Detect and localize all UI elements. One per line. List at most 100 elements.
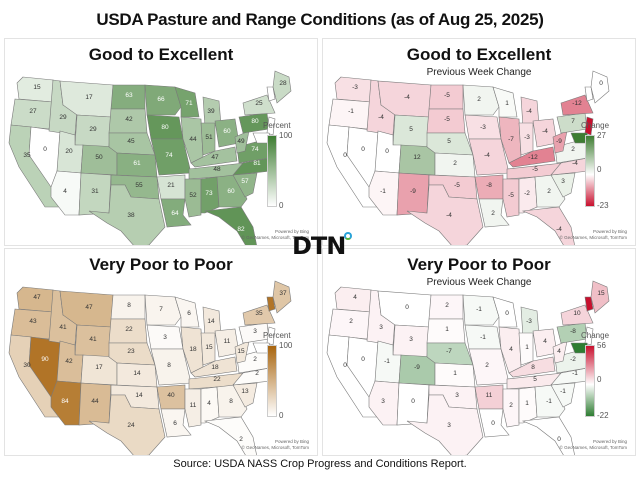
state-label-la: 2	[491, 210, 495, 217]
state-mn	[144, 294, 182, 326]
state-label-nv: 0	[361, 146, 365, 153]
state-me	[272, 70, 292, 104]
state-label-nm: 0	[411, 398, 415, 405]
state-label-mi: -4	[526, 108, 532, 115]
credit-powered: Powered by Bing	[274, 229, 309, 234]
state-label-wy: 5	[409, 126, 413, 133]
state-label-sc: 57	[241, 178, 249, 185]
state-me	[590, 280, 610, 314]
legend-mid: 0	[597, 165, 602, 174]
state-label-ca: 0	[343, 152, 347, 159]
state-ky	[190, 356, 238, 378]
map-panel-good-excellent-change: Good to Excellent Previous Week Change -…	[322, 38, 636, 246]
state-label-wv: 4	[557, 348, 561, 355]
state-label-nv: 0	[43, 146, 47, 153]
legend-color-bar	[267, 135, 277, 207]
state-ky	[508, 146, 556, 168]
state-label-ia: 3	[163, 334, 167, 341]
state-vt	[584, 86, 594, 102]
state-label-ks: 14	[133, 370, 141, 377]
state-label-ks: 2	[453, 160, 457, 167]
state-ky	[190, 146, 238, 168]
credit-attribution: © GeoNames, Microsoft, TomTom	[559, 235, 628, 240]
state-label-ga: 60	[227, 188, 235, 195]
state-label-in: 1	[525, 344, 529, 351]
legend-color-bar	[585, 135, 595, 207]
legend: Change 56 0 -22	[581, 331, 627, 441]
legend-min: 0	[279, 201, 284, 210]
state-mo	[150, 138, 192, 176]
state-label-tx: -4	[446, 212, 452, 219]
state-label-ms: 2	[509, 402, 513, 409]
state-ny	[242, 304, 276, 326]
state-label-wi: 6	[187, 310, 191, 317]
legend-max: 56	[597, 341, 606, 350]
state-label-mn: -1	[476, 306, 482, 313]
state-wi	[492, 86, 518, 118]
state-ms	[184, 178, 202, 218]
state-label-mi: 14	[207, 318, 215, 325]
state-label-ky: 47	[211, 154, 219, 161]
state-label-wa: -3	[352, 84, 358, 91]
state-label-sc: 13	[241, 388, 249, 395]
state-label-ut: 42	[65, 358, 73, 365]
state-label-ok: 3	[455, 392, 459, 399]
legend-title: Percent	[263, 121, 291, 130]
state-label-ne: 5	[447, 138, 451, 145]
state-wi	[492, 296, 518, 328]
state-label-nd: 63	[125, 92, 133, 99]
state-label-wy: 3	[409, 336, 413, 343]
state-label-la: 6	[173, 420, 177, 427]
state-label-nc: 2	[255, 370, 259, 377]
state-label-mi: 39	[207, 108, 215, 115]
state-label-ok: 55	[135, 182, 143, 189]
state-ny	[560, 304, 594, 326]
state-label-mn: 2	[477, 96, 481, 103]
state-label-mn: 7	[159, 306, 163, 313]
state-label-me: 15	[597, 290, 605, 297]
us-map: 4743309041474142841744822231414247384066…	[8, 280, 292, 455]
state-label-ia: -3	[480, 124, 486, 131]
state-fl	[521, 416, 575, 455]
state-vt	[266, 86, 276, 102]
legend-max: 100	[279, 341, 293, 350]
state-la	[160, 408, 192, 438]
state-label-nm: 44	[91, 398, 99, 405]
state-label-al: 4	[207, 400, 211, 407]
state-label-in: 15	[205, 344, 213, 351]
state-label-sd: 42	[125, 116, 133, 123]
state-label-mt: -4	[404, 94, 410, 101]
state-ny	[242, 94, 276, 116]
state-label-or: -1	[348, 108, 354, 115]
state-tx	[406, 184, 484, 245]
state-label-al: 73	[205, 190, 213, 197]
state-label-az: 3	[381, 398, 385, 405]
state-label-ar: 21	[167, 182, 175, 189]
state-label-id: 29	[59, 114, 67, 121]
state-label-fl: -4	[556, 226, 562, 233]
state-label-nd: 2	[445, 302, 449, 309]
state-wi	[174, 86, 200, 118]
state-tx	[406, 394, 484, 455]
state-label-ut: -1	[384, 358, 390, 365]
state-label-ga: 2	[547, 188, 551, 195]
state-label-ne: -7	[446, 348, 452, 355]
state-label-ne: 45	[127, 138, 135, 145]
state-label-la: 64	[171, 210, 179, 217]
credit-attribution: © GeoNames, Microsoft, TomTom	[241, 235, 310, 240]
state-mo	[150, 348, 192, 386]
legend: Percent 100 0	[263, 121, 309, 231]
state-label-wv: 49	[237, 138, 245, 145]
state-label-nm: 31	[91, 188, 99, 195]
state-label-tn: 22	[213, 376, 221, 383]
state-label-or: 27	[29, 108, 37, 115]
state-label-va: -2	[570, 356, 576, 363]
credit-powered: Powered by Bing	[274, 439, 309, 444]
state-label-nd: 8	[127, 302, 131, 309]
credit-attribution: © GeoNames, Microsoft, TomTom	[559, 445, 628, 450]
legend: Change 27 0 -23	[581, 121, 627, 231]
state-label-ne: 23	[127, 348, 135, 355]
state-label-co: -9	[414, 364, 420, 371]
state-me	[590, 70, 610, 104]
state-mo	[468, 138, 510, 176]
